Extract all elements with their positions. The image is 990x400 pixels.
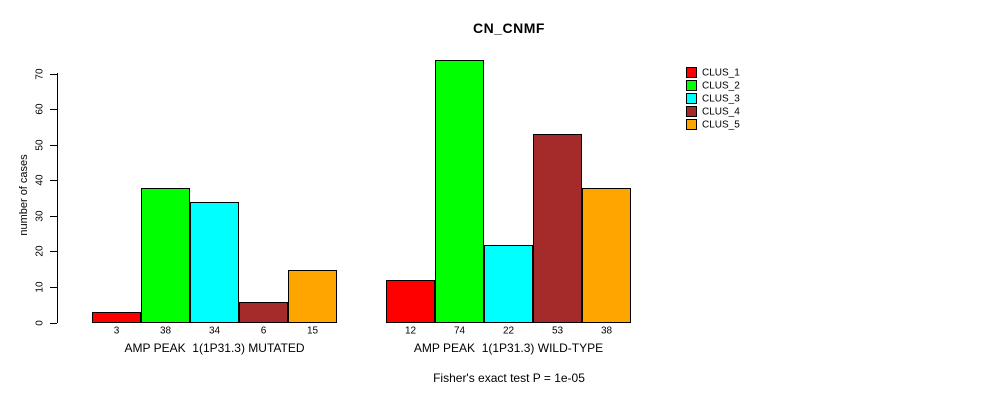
y-axis-line	[57, 73, 58, 323]
y-tick-label-70: 70	[34, 68, 46, 80]
legend-label-clus_5: CLUS_5	[702, 119, 740, 130]
y-tick-label-20: 20	[34, 245, 46, 257]
bar-value-label: 53	[551, 325, 564, 337]
legend-swatch-clus_3	[686, 93, 697, 104]
bar-value-label: 15	[306, 325, 319, 337]
chart-title: CN_CNMF	[473, 20, 545, 36]
legend-swatch-clus_1	[686, 67, 697, 78]
legend-label-clus_2: CLUS_2	[702, 80, 740, 91]
legend-label-clus_3: CLUS_3	[702, 93, 740, 104]
y-tick-label-10: 10	[34, 281, 46, 293]
y-tick-0	[50, 323, 57, 324]
legend-swatch-clus_4	[686, 106, 697, 117]
bar-clus_3-group1	[190, 202, 239, 323]
y-tick-10	[50, 287, 57, 288]
bar-clus_5-group1	[288, 270, 337, 323]
bar-clus_5-group2	[582, 188, 631, 323]
bar-clus_3-group2	[484, 245, 533, 323]
legend-swatch-clus_5	[686, 119, 697, 130]
legend-swatch-clus_2	[686, 80, 697, 91]
legend-label-clus_1: CLUS_1	[702, 67, 740, 78]
y-tick-label-50: 50	[34, 139, 46, 151]
y-tick-20	[50, 251, 57, 252]
bar-value-label: 74	[453, 325, 466, 337]
y-tick-label-40: 40	[34, 174, 46, 186]
bar-value-label: 3	[113, 325, 120, 337]
y-tick-30	[50, 216, 57, 217]
legend-label-clus_4: CLUS_4	[702, 106, 740, 117]
bar-value-label: 34	[208, 325, 221, 337]
group-label-2: AMP PEAK 1(1P31.3) WILD-TYPE	[413, 341, 604, 355]
y-tick-label-30: 30	[34, 210, 46, 222]
bar-value-label: 38	[600, 325, 613, 337]
bar-value-label: 22	[502, 325, 515, 337]
bar-value-label: 12	[404, 325, 417, 337]
y-tick-label-0: 0	[34, 320, 46, 326]
y-tick-label-60: 60	[34, 103, 46, 115]
bar-clus_1-group2	[386, 280, 435, 323]
y-tick-50	[50, 145, 57, 146]
bar-clus_1-group1	[92, 312, 141, 323]
bar-value-label: 6	[260, 325, 267, 337]
bar-clus_2-group2	[435, 60, 484, 323]
bar-clus_4-group2	[533, 134, 582, 323]
y-tick-70	[50, 74, 57, 75]
bar-clus_2-group1	[141, 188, 190, 323]
y-axis-label: number of cases	[18, 154, 30, 236]
y-tick-40	[50, 180, 57, 181]
y-tick-60	[50, 109, 57, 110]
bar-clus_4-group1	[239, 302, 288, 323]
group-label-1: AMP PEAK 1(1P31.3) MUTATED	[124, 341, 305, 355]
bar-value-label: 38	[159, 325, 172, 337]
fisher-test-footnote: Fisher's exact test P = 1e-05	[433, 371, 585, 385]
